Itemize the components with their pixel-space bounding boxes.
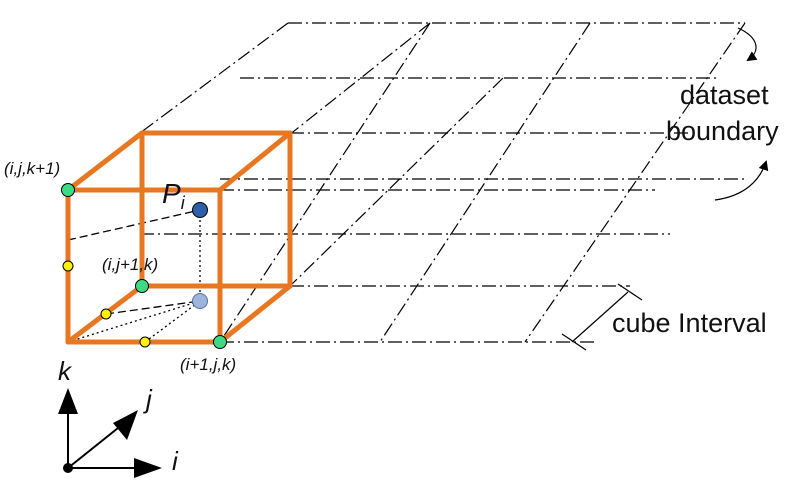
k-axis-arrowhead xyxy=(58,388,78,414)
interp-point-j xyxy=(100,308,112,320)
grid-col-3 xyxy=(219,22,431,343)
points xyxy=(61,183,227,349)
dataset-boundary-line1: dataset xyxy=(680,80,769,110)
projection-lines xyxy=(67,209,201,343)
i-axis-arrowhead xyxy=(134,458,162,478)
interval-line xyxy=(571,291,629,343)
node-top-label: (i,j,k+1) xyxy=(4,159,60,178)
point-label: Pi xyxy=(162,178,186,213)
cube-interval-label: cube Interval xyxy=(612,308,767,338)
grid-col-1 xyxy=(139,22,289,134)
axis-origin xyxy=(63,463,73,473)
grid-node-front xyxy=(213,335,227,349)
grid-node-top xyxy=(61,183,75,197)
cube-edge xyxy=(217,283,293,345)
dataset-boundary-line2: boundary xyxy=(666,116,779,146)
node-back-label: (i,j+1,k) xyxy=(102,255,158,274)
node-front-label: (i+1,j,k) xyxy=(180,355,236,374)
interval-tick-bottom xyxy=(561,333,587,351)
cube-edge xyxy=(65,130,145,193)
k-axis-label: k xyxy=(58,356,73,386)
grid-node-back xyxy=(135,279,149,293)
proj-line-i xyxy=(144,300,201,343)
boundary-arrow-top xyxy=(737,27,758,62)
axes xyxy=(58,388,162,478)
grid-col-5 xyxy=(524,22,746,343)
grid-col-4 xyxy=(379,22,591,343)
grid-col-6 xyxy=(289,77,504,287)
proj-line-origin xyxy=(67,300,201,343)
proj-line-dashed xyxy=(67,209,201,241)
proj-line-j xyxy=(105,300,201,315)
point-pi xyxy=(192,202,208,218)
interval-tick-top xyxy=(617,283,643,301)
j-axis-label: j xyxy=(143,384,153,414)
j-axis-arrowhead xyxy=(113,410,138,440)
cube-interval-dimension xyxy=(561,283,643,351)
interp-point-k xyxy=(62,260,74,272)
cube-edge xyxy=(217,130,293,193)
point-pi-projection xyxy=(192,293,208,309)
cube xyxy=(65,130,293,345)
interp-point-i xyxy=(139,336,151,348)
boundary-arrow-bottom xyxy=(714,160,769,201)
i-axis-label: i xyxy=(172,446,179,476)
